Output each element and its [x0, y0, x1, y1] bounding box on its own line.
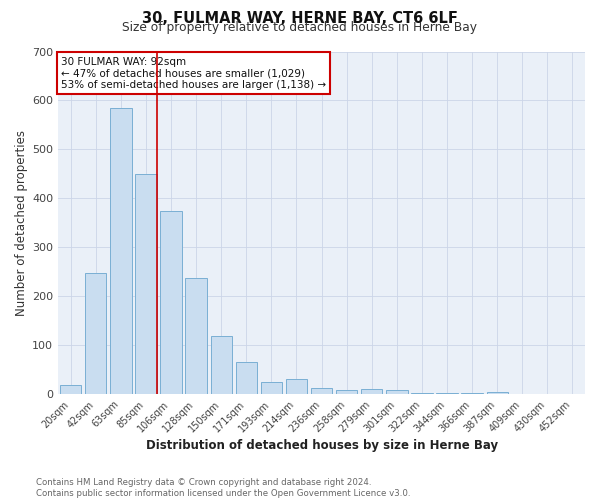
- Bar: [311, 388, 332, 394]
- Bar: [185, 278, 207, 394]
- Bar: [261, 382, 282, 394]
- Bar: [436, 392, 458, 394]
- Y-axis label: Number of detached properties: Number of detached properties: [15, 130, 28, 316]
- Bar: [386, 390, 407, 394]
- Bar: [461, 392, 483, 394]
- Bar: [336, 390, 358, 394]
- Bar: [411, 392, 433, 394]
- Bar: [361, 390, 382, 394]
- Text: 30, FULMAR WAY, HERNE BAY, CT6 6LF: 30, FULMAR WAY, HERNE BAY, CT6 6LF: [142, 11, 458, 26]
- X-axis label: Distribution of detached houses by size in Herne Bay: Distribution of detached houses by size …: [146, 440, 497, 452]
- Text: Contains HM Land Registry data © Crown copyright and database right 2024.
Contai: Contains HM Land Registry data © Crown c…: [36, 478, 410, 498]
- Bar: [211, 336, 232, 394]
- Bar: [236, 362, 257, 394]
- Bar: [487, 392, 508, 394]
- Bar: [110, 108, 131, 394]
- Bar: [60, 386, 82, 394]
- Bar: [160, 210, 182, 394]
- Text: 30 FULMAR WAY: 92sqm
← 47% of detached houses are smaller (1,029)
53% of semi-de: 30 FULMAR WAY: 92sqm ← 47% of detached h…: [61, 56, 326, 90]
- Bar: [286, 380, 307, 394]
- Text: Size of property relative to detached houses in Herne Bay: Size of property relative to detached ho…: [122, 21, 478, 34]
- Bar: [85, 273, 106, 394]
- Bar: [135, 174, 157, 394]
